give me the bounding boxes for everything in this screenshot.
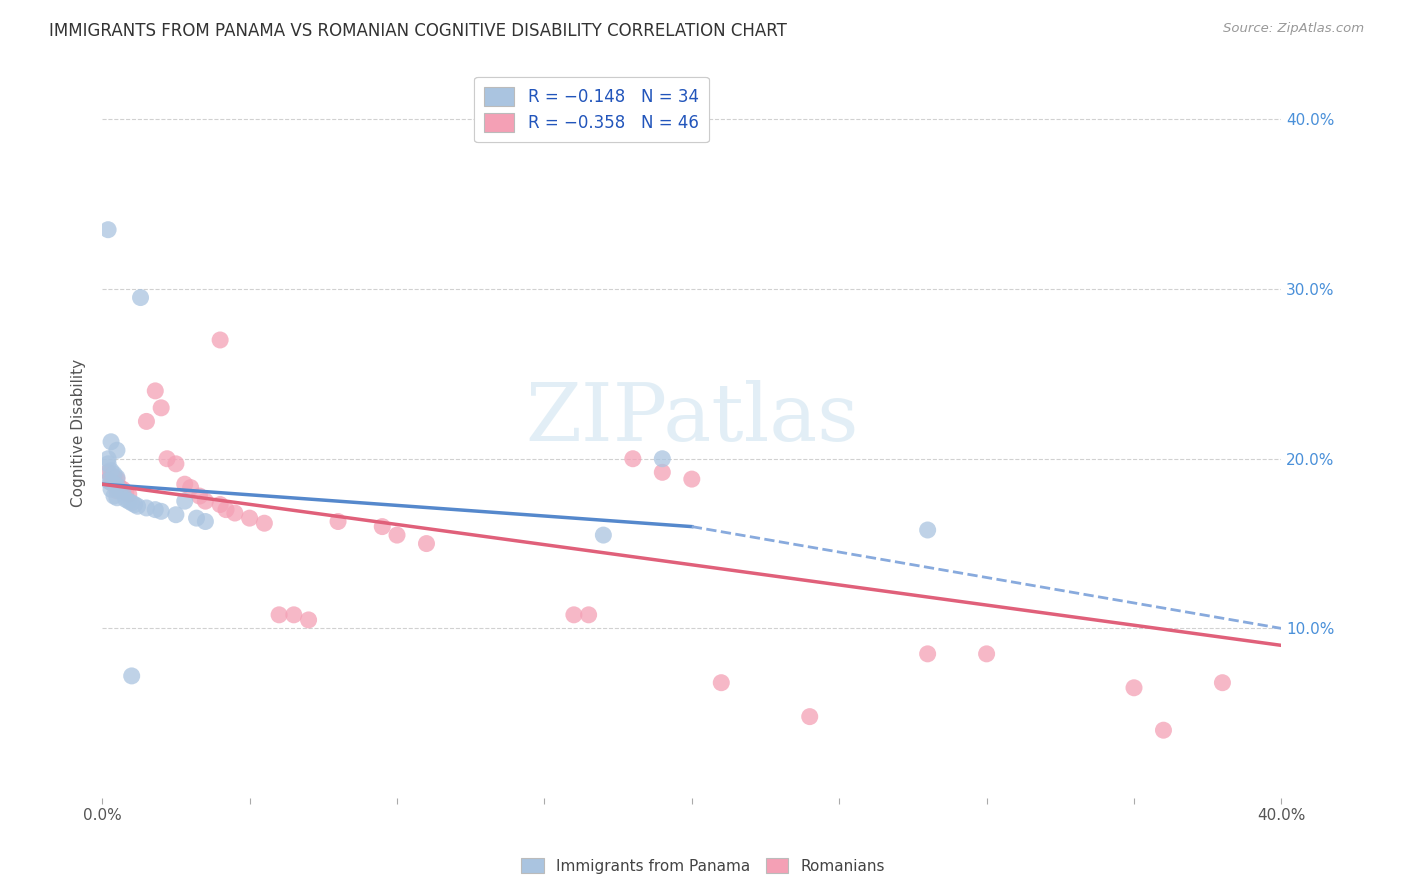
Point (385, 528, 408, 542)
Point (165, 508, 187, 522)
Point (105, 472, 128, 486)
Point (121, 669, 143, 683)
Text: Source: ZipAtlas.com: Source: ZipAtlas.com (1223, 22, 1364, 36)
Point (105, 479, 128, 493)
Point (103, 470, 125, 484)
Point (224, 506, 246, 520)
Point (267, 607, 290, 622)
Point (150, 504, 173, 518)
Point (103, 477, 125, 491)
Point (100, 468, 122, 483)
Point (188, 489, 211, 503)
Point (105, 479, 128, 493)
Point (100, 464, 122, 478)
Point (283, 607, 305, 622)
Point (97, 457, 120, 471)
Point (97, 474, 120, 488)
Point (209, 498, 232, 512)
Point (621, 451, 644, 466)
Point (129, 291, 152, 305)
Point (651, 451, 673, 466)
Point (173, 494, 195, 508)
Point (97, 465, 120, 479)
Point (105, 491, 128, 505)
Point (156, 451, 179, 466)
Point (118, 487, 141, 501)
Point (215, 502, 238, 516)
Point (194, 515, 217, 529)
Point (710, 675, 733, 690)
Point (297, 613, 319, 627)
Point (194, 494, 217, 508)
Point (114, 492, 136, 507)
Point (108, 483, 131, 498)
Point (651, 465, 673, 479)
Point (1153, 723, 1175, 738)
Point (1211, 675, 1233, 690)
Point (173, 477, 195, 491)
Point (799, 709, 821, 723)
Point (105, 483, 128, 498)
Point (165, 457, 187, 471)
Point (100, 475, 122, 490)
Point (97, 223, 120, 237)
Point (976, 647, 998, 661)
Point (681, 472, 703, 486)
Point (100, 434, 122, 449)
Point (917, 523, 939, 537)
Point (562, 607, 585, 622)
Y-axis label: Cognitive Disability: Cognitive Disability (72, 359, 86, 508)
Text: ZIPatlas: ZIPatlas (524, 380, 859, 458)
Point (103, 477, 125, 491)
Point (97, 451, 120, 466)
Point (127, 500, 149, 514)
Text: IMMIGRANTS FROM PANAMA VS ROMANIAN COGNITIVE DISABILITY CORRELATION CHART: IMMIGRANTS FROM PANAMA VS ROMANIAN COGNI… (49, 22, 787, 40)
Point (326, 515, 349, 529)
Point (917, 647, 939, 661)
Point (114, 485, 136, 500)
Point (105, 443, 128, 458)
Point (186, 511, 208, 525)
Point (592, 528, 614, 542)
Point (124, 498, 146, 512)
Point (103, 489, 125, 503)
Point (103, 467, 125, 481)
Point (1123, 681, 1146, 695)
Point (253, 516, 276, 531)
Point (578, 607, 600, 622)
Point (209, 333, 232, 347)
Point (108, 481, 131, 495)
Point (371, 519, 394, 533)
Point (150, 401, 173, 415)
Point (100, 475, 122, 490)
Point (143, 384, 166, 398)
Legend: Immigrants from Panama, Romanians: Immigrants from Panama, Romanians (515, 852, 891, 880)
Point (118, 494, 141, 508)
Point (143, 502, 166, 516)
Point (135, 500, 157, 515)
Point (415, 536, 437, 550)
Point (121, 496, 143, 510)
Point (111, 485, 134, 500)
Point (180, 481, 202, 495)
Point (100, 483, 122, 497)
Point (135, 414, 157, 428)
Point (111, 483, 134, 497)
Point (239, 511, 262, 525)
Legend: R = −0.148   N = 34, R = −0.358   N = 46: R = −0.148 N = 34, R = −0.358 N = 46 (474, 77, 709, 142)
Point (105, 470, 128, 484)
